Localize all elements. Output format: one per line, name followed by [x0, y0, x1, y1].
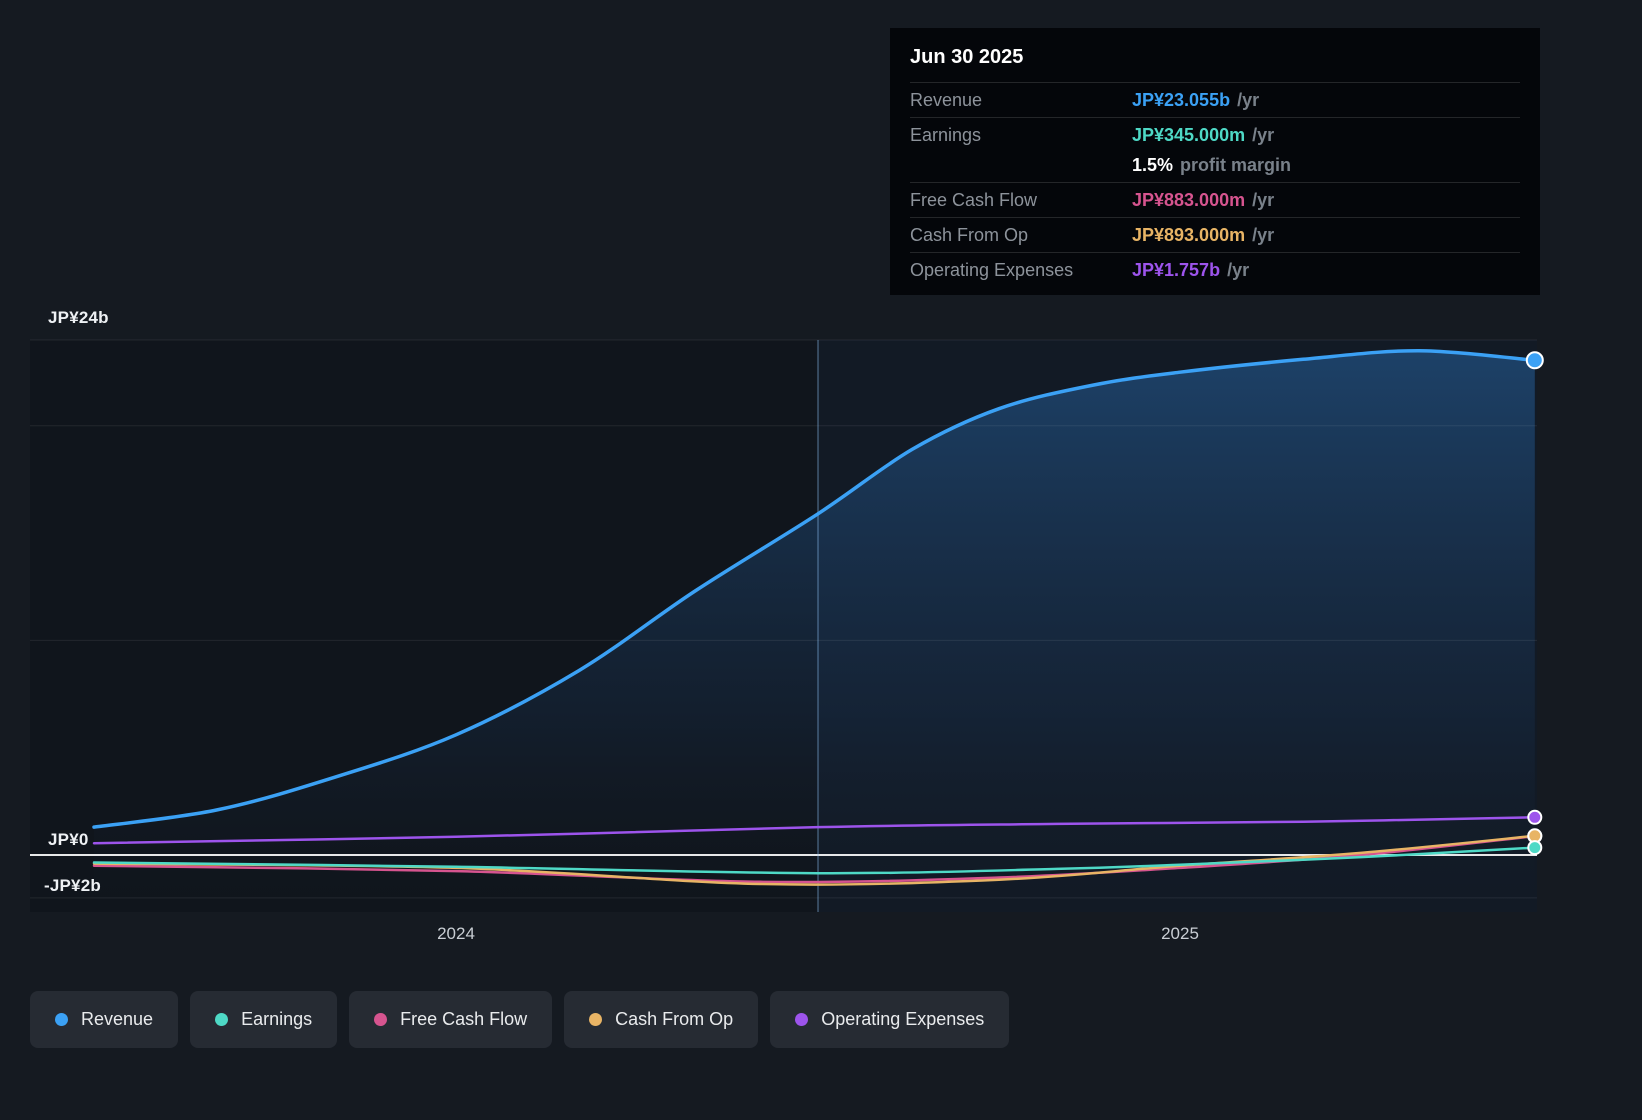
- legend-item-operating-expenses[interactable]: Operating Expenses: [770, 991, 1010, 1048]
- earnings-series-dot: [215, 1013, 229, 1026]
- revenue-series-dot: [55, 1013, 68, 1026]
- tooltip-row-cash-from-op: Cash From Op JP¥893.000m /yr: [910, 217, 1520, 252]
- operating-expenses-series-dot: [795, 1013, 809, 1026]
- tooltip: Jun 30 2025 Revenue JP¥23.055b /yr Earni…: [890, 28, 1540, 295]
- tooltip-label: Operating Expenses: [910, 260, 1074, 280]
- tooltip-value: JP¥893.000m: [1132, 225, 1246, 245]
- y-axis-label-24b: JP¥24b: [48, 308, 109, 327]
- tooltip-suffix: /yr: [1252, 125, 1275, 145]
- x-axis-label-2025: 2025: [1161, 924, 1199, 943]
- legend-item-revenue[interactable]: Revenue: [30, 991, 179, 1048]
- legend-item-cash-from-op[interactable]: Cash From Op: [564, 991, 759, 1048]
- earnings-endpoint: [1527, 840, 1543, 856]
- tooltip-label: Earnings: [910, 125, 982, 145]
- tooltip-row-free-cash-flow: Free Cash Flow JP¥883.000m /yr: [910, 182, 1520, 217]
- legend-label: Operating Expenses: [821, 1009, 985, 1029]
- legend-label: Earnings: [241, 1009, 313, 1029]
- free-cash-flow-line: [92, 834, 1537, 884]
- legend-item-earnings[interactable]: Earnings: [190, 991, 338, 1048]
- tooltip-label: Free Cash Flow: [910, 190, 1038, 210]
- operating-expenses-line: [92, 816, 1537, 845]
- y-axis-label-neg2b: -JP¥2b: [44, 876, 101, 895]
- y-axis-label-0: JP¥0: [48, 830, 89, 849]
- legend-label: Cash From Op: [615, 1009, 734, 1029]
- tooltip-value: JP¥1.757b: [1132, 260, 1221, 280]
- revenue-line: [92, 348, 1537, 829]
- tooltip-value: JP¥23.055b: [1132, 90, 1231, 110]
- legend-item-free-cash-flow[interactable]: Free Cash Flow: [349, 991, 553, 1048]
- tooltip-value: 1.5%: [1132, 155, 1174, 175]
- operating-expenses-endpoint: [1527, 809, 1543, 825]
- tooltip-suffix: /yr: [1227, 260, 1250, 280]
- legend-label: Free Cash Flow: [400, 1009, 528, 1029]
- tooltip-row-earnings: Earnings JP¥345.000m /yr: [910, 117, 1520, 152]
- tooltip-row-profit-margin: 1.5% profit margin: [910, 152, 1520, 182]
- tooltip-label: Cash From Op: [910, 225, 1029, 245]
- tooltip-date: Jun 30 2025: [910, 46, 1024, 68]
- earnings-line: [92, 846, 1537, 875]
- revenue-endpoint: [1525, 351, 1544, 370]
- revenue-area: [94, 350, 1535, 912]
- tooltip-suffix: /yr: [1252, 190, 1275, 210]
- tooltip-suffix: /yr: [1237, 90, 1260, 110]
- tooltip-suffix: /yr: [1252, 225, 1275, 245]
- legend-label: Revenue: [81, 1009, 154, 1029]
- tooltip-suffix: profit margin: [1180, 155, 1292, 175]
- cash-from-op-series-dot: [589, 1013, 603, 1026]
- x-axis-label-2024: 2024: [437, 924, 475, 943]
- tooltip-row-operating-expenses: Operating Expenses JP¥1.757b /yr: [910, 252, 1520, 287]
- chart-legend: Revenue Earnings Free Cash Flow Cash Fro…: [30, 991, 1010, 1048]
- tooltip-value: JP¥883.000m: [1132, 190, 1246, 210]
- free-cash-flow-series-dot: [374, 1013, 388, 1026]
- tooltip-label: Revenue: [910, 90, 983, 110]
- tooltip-value: JP¥345.000m: [1132, 125, 1246, 145]
- tooltip-row-revenue: Revenue JP¥23.055b /yr: [910, 82, 1520, 117]
